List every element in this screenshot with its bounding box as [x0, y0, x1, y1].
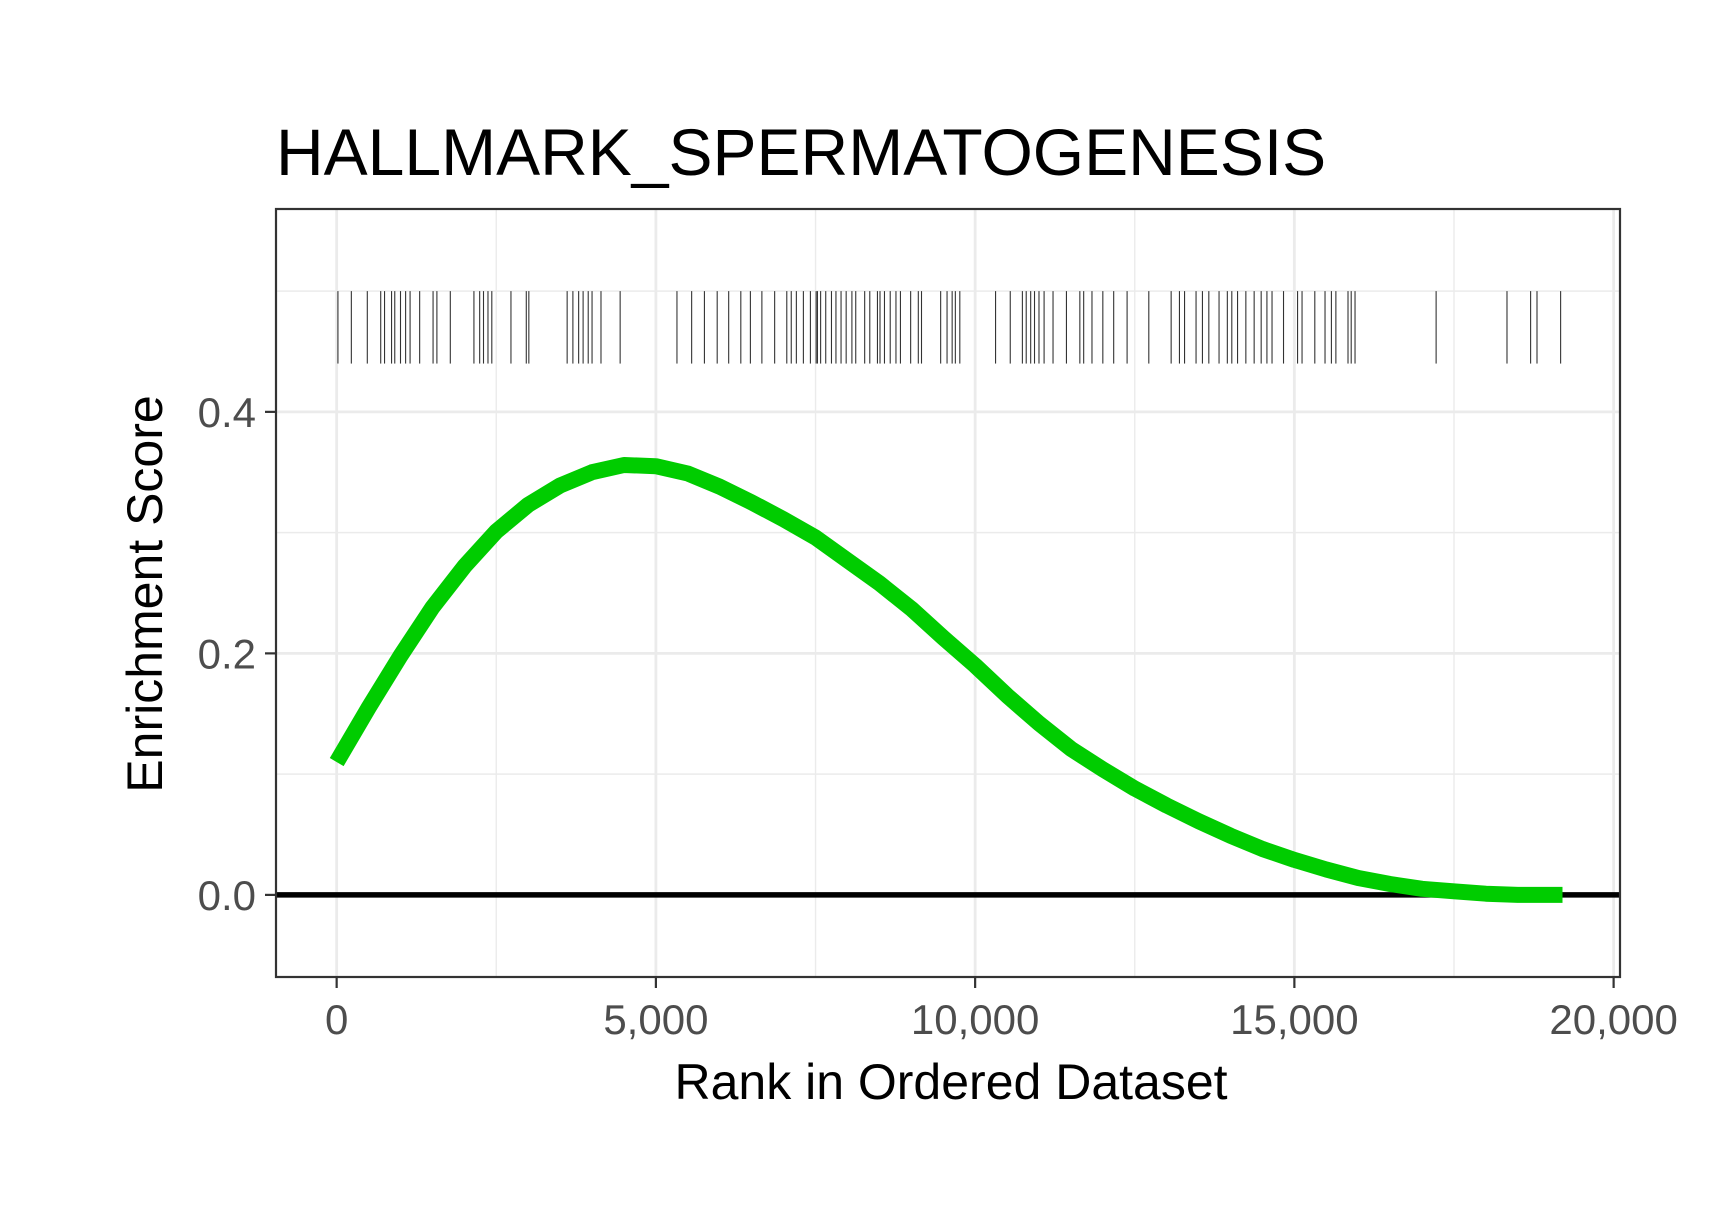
x-axis-ticks: 0 5,000 10,000 15,000 20,000	[325, 977, 1678, 1043]
x-tick-label: 10,000	[911, 996, 1039, 1043]
y-tick-label: 0.0	[198, 872, 256, 919]
y-tick-label: 0.4	[198, 389, 256, 436]
x-tick-label: 5,000	[603, 996, 708, 1043]
x-tick-label: 0	[325, 996, 348, 1043]
grid-lines	[276, 209, 1620, 977]
y-tick-label: 0.2	[198, 630, 256, 677]
x-axis-title: Rank in Ordered Dataset	[674, 1054, 1227, 1110]
y-axis-title: Enrichment Score	[117, 395, 173, 792]
chart-title: HALLMARK_SPERMATOGENESIS	[276, 115, 1326, 189]
y-axis-ticks: 0.0 0.2 0.4	[198, 389, 276, 919]
hit-marks	[337, 291, 1562, 364]
enrichment-curve	[329, 457, 1563, 903]
panel-background	[276, 209, 1620, 977]
x-tick-label: 20,000	[1549, 996, 1677, 1043]
x-tick-label: 15,000	[1230, 996, 1358, 1043]
panel-border	[274, 207, 1622, 979]
